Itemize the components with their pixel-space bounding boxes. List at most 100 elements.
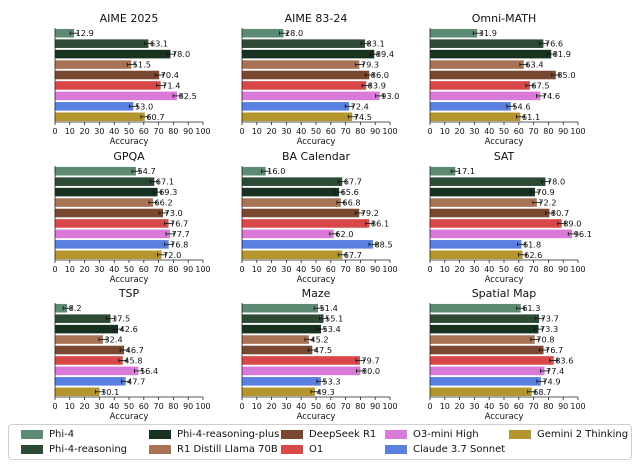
x-tick-label: 40: [109, 127, 119, 136]
x-tick-label: 90: [558, 402, 568, 411]
bar-phi-4-reasoning: [55, 314, 111, 323]
x-tick-label: 80: [355, 265, 365, 274]
bar-value-label: 56.4: [140, 366, 158, 376]
bar-value-label: 53.3: [322, 376, 340, 386]
bar-o1: [242, 356, 360, 365]
bar-phi-4-reasoning: [242, 314, 324, 323]
x-tick-label: 40: [484, 402, 494, 411]
x-tick-label: 90: [558, 127, 568, 136]
x-tick-label: 100: [195, 265, 210, 274]
x-tick-label: 10: [252, 127, 262, 136]
x-tick-label: 70: [341, 265, 351, 274]
bar-value-label: 73.3: [540, 324, 558, 334]
chart-panel-aime-83-24: AIME 83-24 28.0 83.189.479.386.083.993.0 72…: [239, 12, 399, 147]
x-tick-label: 90: [183, 402, 193, 411]
x-tick-label: 100: [382, 265, 397, 274]
x-tick-label: 0: [239, 127, 244, 136]
bar-deepseek-r1: [242, 70, 370, 80]
bar-value-label: 70.4: [161, 70, 179, 80]
bar-claude-3-7-sonnet: [242, 240, 373, 249]
bar-phi-4-reasoning-plus: [242, 324, 322, 334]
bar-value-label: 31.9: [479, 28, 497, 38]
x-tick-label: 50: [311, 127, 321, 136]
bar-phi-4: [430, 28, 478, 38]
x-tick-label: 20: [455, 402, 465, 411]
bar-deepseek-r1: [430, 208, 550, 218]
bar-r1-distill-llama-70b: [242, 335, 309, 344]
chart-title: TSP: [118, 287, 140, 300]
bar-value-label: 80.7: [551, 208, 569, 218]
legend-swatch: [385, 430, 407, 439]
bar-value-label: 79.2: [361, 208, 379, 218]
x-tick-label: 10: [65, 127, 75, 136]
bar-r1-distill-llama-70b: [55, 60, 132, 69]
bar-claude-3-7-sonnet: [430, 240, 522, 249]
x-axis-label: Accuracy: [297, 137, 336, 147]
chart-title: Omni-MATH: [472, 12, 537, 25]
x-axis-label: Accuracy: [485, 412, 524, 422]
bar-o3-mini-high: [242, 366, 361, 376]
x-tick-label: 0: [52, 402, 57, 411]
x-tick-label: 100: [382, 402, 397, 411]
x-tick-label: 70: [341, 127, 351, 136]
bar-deepseek-r1: [430, 345, 544, 355]
bar-gemini-2-thinking: [430, 250, 523, 260]
x-tick-label: 80: [168, 402, 178, 411]
x-tick-label: 30: [281, 127, 291, 136]
x-tick-label: 40: [484, 265, 494, 274]
x-tick-label: 10: [440, 402, 450, 411]
bar-value-label: 67.7: [344, 177, 362, 187]
legend-swatch: [21, 445, 43, 454]
bar-value-label: 89.4: [376, 49, 394, 59]
bar-o3-mini-high: [242, 91, 380, 101]
x-tick-label: 70: [154, 265, 164, 274]
bar-value-label: 68.7: [533, 387, 551, 397]
bar-o1: [55, 81, 161, 90]
bar-value-label: 67.7: [344, 250, 362, 260]
chart-title: Spatial Map: [472, 287, 537, 300]
bar-r1-distill-llama-70b: [430, 198, 537, 207]
bar-o3-mini-high: [55, 366, 139, 376]
bar-value-label: 67.1: [156, 177, 174, 187]
chart-title: Maze: [302, 287, 331, 300]
x-tick-label: 80: [543, 265, 553, 274]
bar-o3-mini-high: [242, 229, 334, 239]
bar-value-label: 74.9: [542, 376, 560, 386]
bar-phi-4-reasoning-plus: [242, 187, 340, 197]
bar-claude-3-7-sonnet: [55, 377, 126, 386]
x-tick-label: 30: [469, 127, 479, 136]
legend-label: Gemini 2 Thinking: [537, 429, 629, 440]
bar-value-label: 82.5: [179, 91, 197, 101]
x-tick-label: 80: [355, 127, 365, 136]
legend-label: Claude 3.7 Sonnet: [413, 444, 506, 455]
x-tick-label: 40: [109, 265, 119, 274]
bar-value-label: 86.0: [371, 70, 389, 80]
bar-value-label: 60.7: [146, 112, 164, 122]
x-axis-label: Accuracy: [297, 412, 336, 422]
bar-value-label: 62.0: [335, 229, 353, 239]
x-tick-label: 30: [94, 265, 104, 274]
bar-value-label: 74.6: [542, 91, 560, 101]
bar-deepseek-r1: [55, 208, 164, 218]
bar-phi-4-reasoning-plus: [55, 324, 119, 334]
x-tick-label: 90: [370, 127, 380, 136]
bar-value-label: 79.7: [361, 355, 379, 365]
x-tick-label: 100: [195, 127, 210, 136]
chart-panel-maze: Maze 51.455.153.445.247.5 79.780.0 53.349.3…: [239, 287, 397, 422]
x-tick-label: 10: [65, 265, 75, 274]
legend-swatch: [509, 430, 531, 439]
x-tick-label: 80: [168, 127, 178, 136]
bar-value-label: 76.7: [170, 218, 188, 228]
x-tick-label: 60: [514, 127, 524, 136]
bar-value-label: 70.9: [536, 187, 554, 197]
x-axis-label: Accuracy: [110, 412, 149, 422]
bar-value-label: 45.8: [124, 355, 142, 365]
bar-phi-4: [55, 28, 75, 38]
bar-value-label: 16.0: [267, 166, 285, 176]
x-tick-label: 30: [94, 402, 104, 411]
x-tick-label: 50: [124, 265, 134, 274]
legend-label: Phi-4: [49, 429, 75, 440]
x-tick-label: 20: [80, 127, 90, 136]
bar-phi-4-reasoning: [242, 39, 365, 48]
x-axis-label: Accuracy: [485, 137, 524, 147]
